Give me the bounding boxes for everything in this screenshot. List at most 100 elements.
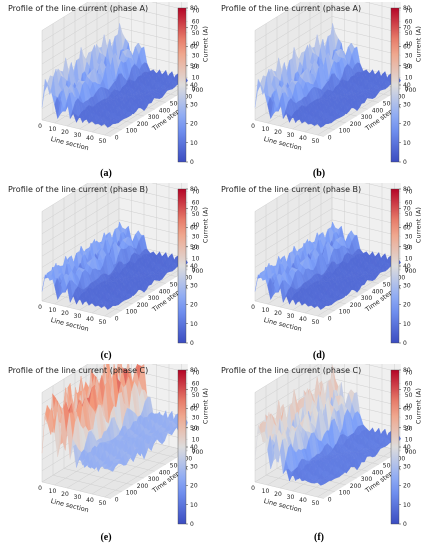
- x-tick-label: 50: [99, 319, 107, 326]
- colorbar-tick-label: 50: [403, 244, 411, 251]
- colorbar-tick-label: 20: [403, 483, 411, 490]
- y-tick-label: 600: [394, 94, 406, 101]
- z-tick-label: 80: [192, 2, 200, 3]
- y-tick-label: 0: [115, 316, 119, 323]
- z-tick-label: 80: [405, 2, 413, 3]
- x-tick-label: 50: [312, 319, 320, 326]
- surface-facet: [320, 480, 327, 486]
- y-tick-label: 200: [137, 483, 149, 490]
- colorbar-tick-label: 0: [190, 340, 194, 347]
- z-tick-label: 10: [405, 437, 413, 444]
- gridline: [254, 2, 401, 42]
- x-tick-label: 10: [49, 307, 57, 314]
- gridline: [41, 364, 89, 393]
- x-tick-label: 20: [61, 310, 69, 317]
- colorbar-tick-label: 70: [403, 386, 411, 393]
- z-tick-label: 70: [405, 8, 413, 15]
- x-tick-label: 40: [299, 497, 307, 504]
- y-tick-label: 600: [181, 275, 193, 282]
- z-tick-label: 80: [405, 183, 413, 184]
- gridline: [254, 364, 401, 404]
- x-tick-label: 30: [74, 494, 82, 501]
- gridline: [41, 211, 111, 318]
- surface-facet: [107, 123, 114, 128]
- x-tick-label: 30: [74, 313, 82, 320]
- gridline: [41, 2, 188, 42]
- x-tick-label: 20: [61, 491, 69, 498]
- y-tick-label: 0: [328, 135, 332, 142]
- gridline: [41, 183, 89, 212]
- y-tick-label: 700: [405, 268, 417, 275]
- colorbar-tick-label: 60: [403, 44, 411, 51]
- surface-facet: [107, 463, 114, 471]
- colorbar-tick-label: 40: [190, 444, 198, 451]
- figure-caption: (b): [312, 168, 326, 179]
- z-tick-label: 80: [405, 364, 413, 365]
- colorbar-tick-label: 20: [190, 121, 198, 128]
- gridline: [41, 2, 89, 31]
- colorbar-tick-label: 40: [403, 444, 411, 451]
- colorbar-tick-label: 30: [403, 463, 411, 470]
- gridline: [254, 211, 324, 318]
- chart-panel-c: 0 10 20 30 40 50 0 100 200 300 400 500 600 700 0 10 20 30…: [2, 183, 212, 363]
- x-axis-label: Line section: [263, 497, 303, 514]
- y-tick-label: 100: [339, 490, 351, 497]
- surface-facet: [320, 305, 327, 310]
- colorbar-tick-label: 80: [190, 367, 198, 374]
- colorbar-tick-label: 0: [403, 340, 407, 347]
- figure-caption: (a): [100, 168, 112, 179]
- z-tick-label: 0: [405, 448, 409, 455]
- z-tick-label: 70: [192, 8, 200, 15]
- z-tick-label: 60: [192, 19, 200, 26]
- y-tick-label: 500: [170, 282, 182, 289]
- x-tick-label: 30: [74, 132, 82, 139]
- y-tick-label: 300: [148, 114, 160, 121]
- colorbar-tick-label: 10: [403, 502, 411, 509]
- colorbar-tick-label: 80: [190, 5, 198, 12]
- x-tick-label: 40: [299, 135, 307, 142]
- z-tick-label: 10: [405, 75, 413, 82]
- z-tick-label: 10: [192, 75, 200, 82]
- y-tick-label: 300: [148, 295, 160, 302]
- x-tick-label: 0: [38, 123, 42, 130]
- y-tick-label: 200: [137, 302, 149, 309]
- x-axis-label: Line section: [50, 497, 90, 514]
- colorbar-tick-label: 60: [403, 406, 411, 413]
- z-axis-label: Current (A): [202, 388, 210, 424]
- figure-caption: (e): [100, 532, 112, 543]
- z-tick-label: 50: [405, 211, 413, 218]
- y-tick-label: 400: [372, 469, 384, 476]
- colorbar-tick-label: 30: [403, 282, 411, 289]
- colorbar: [177, 188, 187, 344]
- z-tick-label: 70: [192, 370, 200, 377]
- y-tick-label: 700: [405, 449, 417, 456]
- y-tick-label: 0: [328, 497, 332, 504]
- x-tick-label: 0: [38, 304, 42, 311]
- y-tick-label: 500: [383, 282, 395, 289]
- colorbar-tick-label: 50: [190, 425, 198, 432]
- colorbar-tick-label: 10: [190, 321, 198, 328]
- surface: [41, 364, 188, 472]
- x-tick-label: 0: [251, 304, 255, 311]
- z-tick-label: 40: [192, 222, 200, 229]
- colorbar-tick-label: 70: [190, 386, 198, 393]
- z-tick-label: 60: [405, 381, 413, 388]
- x-tick-label: 50: [312, 138, 320, 145]
- z-tick-label: 60: [405, 200, 413, 207]
- gridline: [254, 183, 302, 212]
- colorbar-tick-label: 10: [190, 502, 198, 509]
- z-tick-label: 10: [405, 256, 413, 263]
- z-tick-label: 20: [405, 64, 413, 71]
- colorbar-tick-label: 40: [190, 82, 198, 89]
- z-tick-label: 30: [192, 414, 200, 421]
- colorbar: [390, 188, 400, 344]
- colorbar-tick-label: 20: [190, 483, 198, 490]
- colorbar-tick-label: 80: [403, 186, 411, 193]
- colorbar: [177, 7, 187, 163]
- z-axis-label: Current (A): [415, 207, 423, 243]
- y-tick-label: 0: [115, 497, 119, 504]
- y-tick-label: 500: [383, 463, 395, 470]
- chart-title: Profile of the line current (phase C): [8, 366, 149, 375]
- z-tick-label: 70: [405, 189, 413, 196]
- z-tick-label: 40: [192, 41, 200, 48]
